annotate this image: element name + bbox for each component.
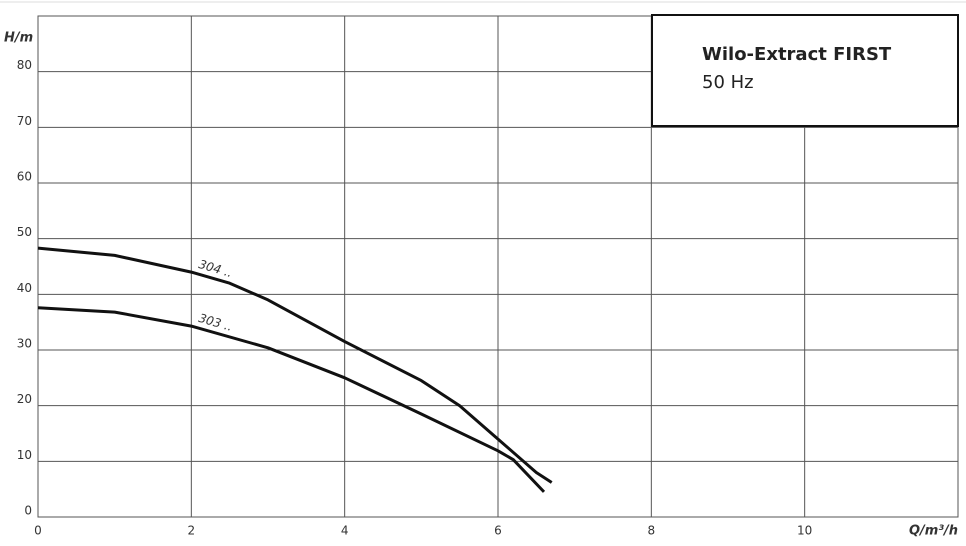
x-tick-label: 0 (34, 524, 42, 538)
x-tick-label: 6 (494, 524, 502, 538)
curve (37, 246, 553, 484)
chart-title: Wilo-Extract FIRST (702, 44, 892, 65)
x-tick-label: 8 (648, 524, 656, 538)
y-axis-label: H/m (4, 31, 33, 46)
x-tick-label: 2 (188, 524, 196, 538)
y-tick-label: 80 (17, 58, 32, 72)
x-tick-label: 4 (341, 524, 349, 538)
x-axis-label: Q/m³/h (909, 524, 958, 539)
y-tick-label: 70 (17, 114, 32, 128)
y-tick-label: 10 (17, 448, 32, 462)
y-tick-label: 20 (17, 392, 32, 406)
title-box (651, 14, 959, 127)
y-tick-label: 40 (17, 281, 32, 295)
chart-subtitle: 50 Hz (702, 72, 754, 93)
y-tick-label: 0 (24, 504, 32, 518)
y-tick-label: 50 (17, 225, 32, 239)
y-tick-label: 60 (17, 170, 32, 184)
y-tick-label: 30 (17, 337, 32, 351)
x-tick-label: 10 (797, 524, 812, 538)
curve (37, 306, 546, 493)
